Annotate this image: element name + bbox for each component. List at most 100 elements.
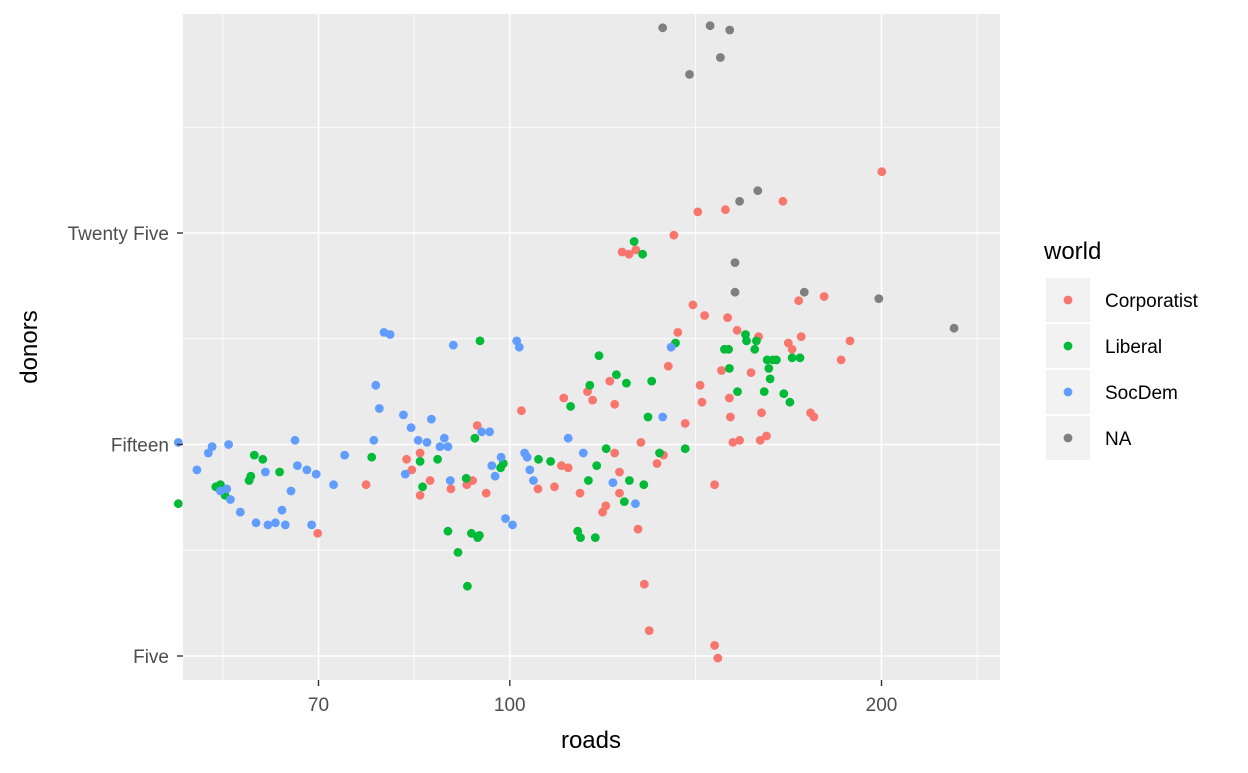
point-corporatist — [669, 230, 679, 240]
point-socdem — [525, 465, 535, 475]
point-liberal — [625, 476, 634, 485]
point-corporatist — [710, 480, 719, 490]
point-na — [725, 25, 735, 35]
legend-key-socdem — [1063, 387, 1073, 397]
point-corporatist — [615, 488, 624, 498]
point-corporatist — [845, 336, 855, 346]
point-liberal — [764, 364, 774, 373]
point-socdem — [406, 423, 416, 432]
point-corporatist — [680, 419, 690, 428]
point-corporatist — [588, 395, 597, 405]
point-na — [799, 287, 809, 297]
point-corporatist — [755, 435, 765, 445]
point-socdem — [658, 412, 668, 422]
point-liberal — [415, 457, 425, 466]
point-na — [705, 21, 715, 31]
point-liberal — [546, 457, 555, 466]
plot-panel — [183, 14, 1000, 680]
point-socdem — [374, 404, 384, 413]
point-socdem — [578, 448, 588, 458]
legend-title: world — [1043, 238, 1101, 265]
point-liberal — [619, 497, 629, 506]
point-liberal — [594, 351, 604, 361]
point-liberal — [725, 364, 734, 373]
point-socdem — [271, 518, 280, 528]
point-liberal — [759, 387, 769, 396]
point-liberal — [566, 402, 575, 411]
point-socdem — [435, 442, 445, 451]
point-na — [753, 186, 763, 196]
x-tick-label: 70 — [308, 695, 329, 716]
point-corporatist — [605, 376, 615, 386]
point-socdem — [207, 442, 217, 451]
point-corporatist — [425, 476, 435, 485]
point-liberal — [639, 480, 649, 490]
point-corporatist — [639, 579, 649, 589]
point-corporatist — [601, 501, 611, 511]
point-socdem — [490, 471, 500, 481]
point-socdem — [340, 450, 350, 460]
y-axis-title: donors — [16, 310, 43, 383]
point-socdem — [224, 440, 234, 449]
point-liberal — [470, 433, 480, 443]
point-corporatist — [559, 393, 569, 403]
point-corporatist — [673, 328, 683, 337]
point-corporatist — [728, 438, 738, 447]
point-liberal — [612, 370, 621, 380]
point-socdem — [261, 467, 270, 477]
point-socdem — [251, 518, 261, 528]
point-liberal — [785, 397, 795, 407]
point-liberal — [453, 548, 463, 557]
point-na — [685, 70, 694, 79]
point-liberal — [258, 454, 268, 464]
point-liberal — [750, 344, 760, 354]
point-liberal — [275, 467, 284, 477]
point-corporatist — [617, 247, 627, 257]
point-socdem — [369, 435, 379, 445]
x-axis-title: roads — [561, 727, 621, 754]
legend-item-corporatist: Corporatist — [1046, 278, 1199, 322]
point-na — [716, 53, 725, 62]
point-na — [735, 196, 744, 206]
point-socdem — [302, 465, 312, 475]
point-liberal — [576, 533, 585, 542]
point-socdem — [477, 427, 487, 437]
point-corporatist — [361, 480, 371, 490]
point-socdem — [286, 486, 296, 496]
point-corporatist — [652, 459, 662, 468]
point-corporatist — [778, 196, 788, 206]
point-corporatist — [415, 448, 425, 458]
point-corporatist — [735, 435, 744, 445]
point-corporatist — [533, 484, 543, 494]
point-liberal — [467, 528, 476, 538]
point-corporatist — [721, 205, 730, 215]
point-liberal — [601, 444, 611, 454]
point-socdem — [371, 380, 381, 390]
point-liberal — [795, 353, 805, 363]
point-corporatist — [575, 488, 585, 498]
point-socdem — [443, 442, 453, 451]
y-tick-label: Twenty Five — [68, 224, 169, 245]
point-socdem — [501, 514, 510, 523]
point-socdem — [280, 520, 290, 530]
point-corporatist — [819, 292, 829, 301]
point-corporatist — [557, 461, 566, 470]
point-liberal — [724, 344, 733, 354]
legend-key-na — [1063, 433, 1073, 443]
legend-label-socdem: SocDem — [1105, 383, 1178, 404]
point-socdem — [385, 330, 395, 339]
point-liberal — [622, 378, 631, 388]
point-liberal — [246, 471, 256, 481]
point-socdem — [400, 469, 410, 479]
point-socdem — [311, 469, 321, 479]
point-liberal — [443, 526, 453, 536]
point-corporatist — [757, 408, 766, 418]
point-corporatist — [517, 406, 526, 416]
point-corporatist — [407, 465, 417, 475]
point-corporatist — [809, 412, 819, 422]
point-corporatist — [633, 524, 643, 534]
point-corporatist — [796, 332, 806, 341]
point-liberal — [173, 499, 183, 509]
